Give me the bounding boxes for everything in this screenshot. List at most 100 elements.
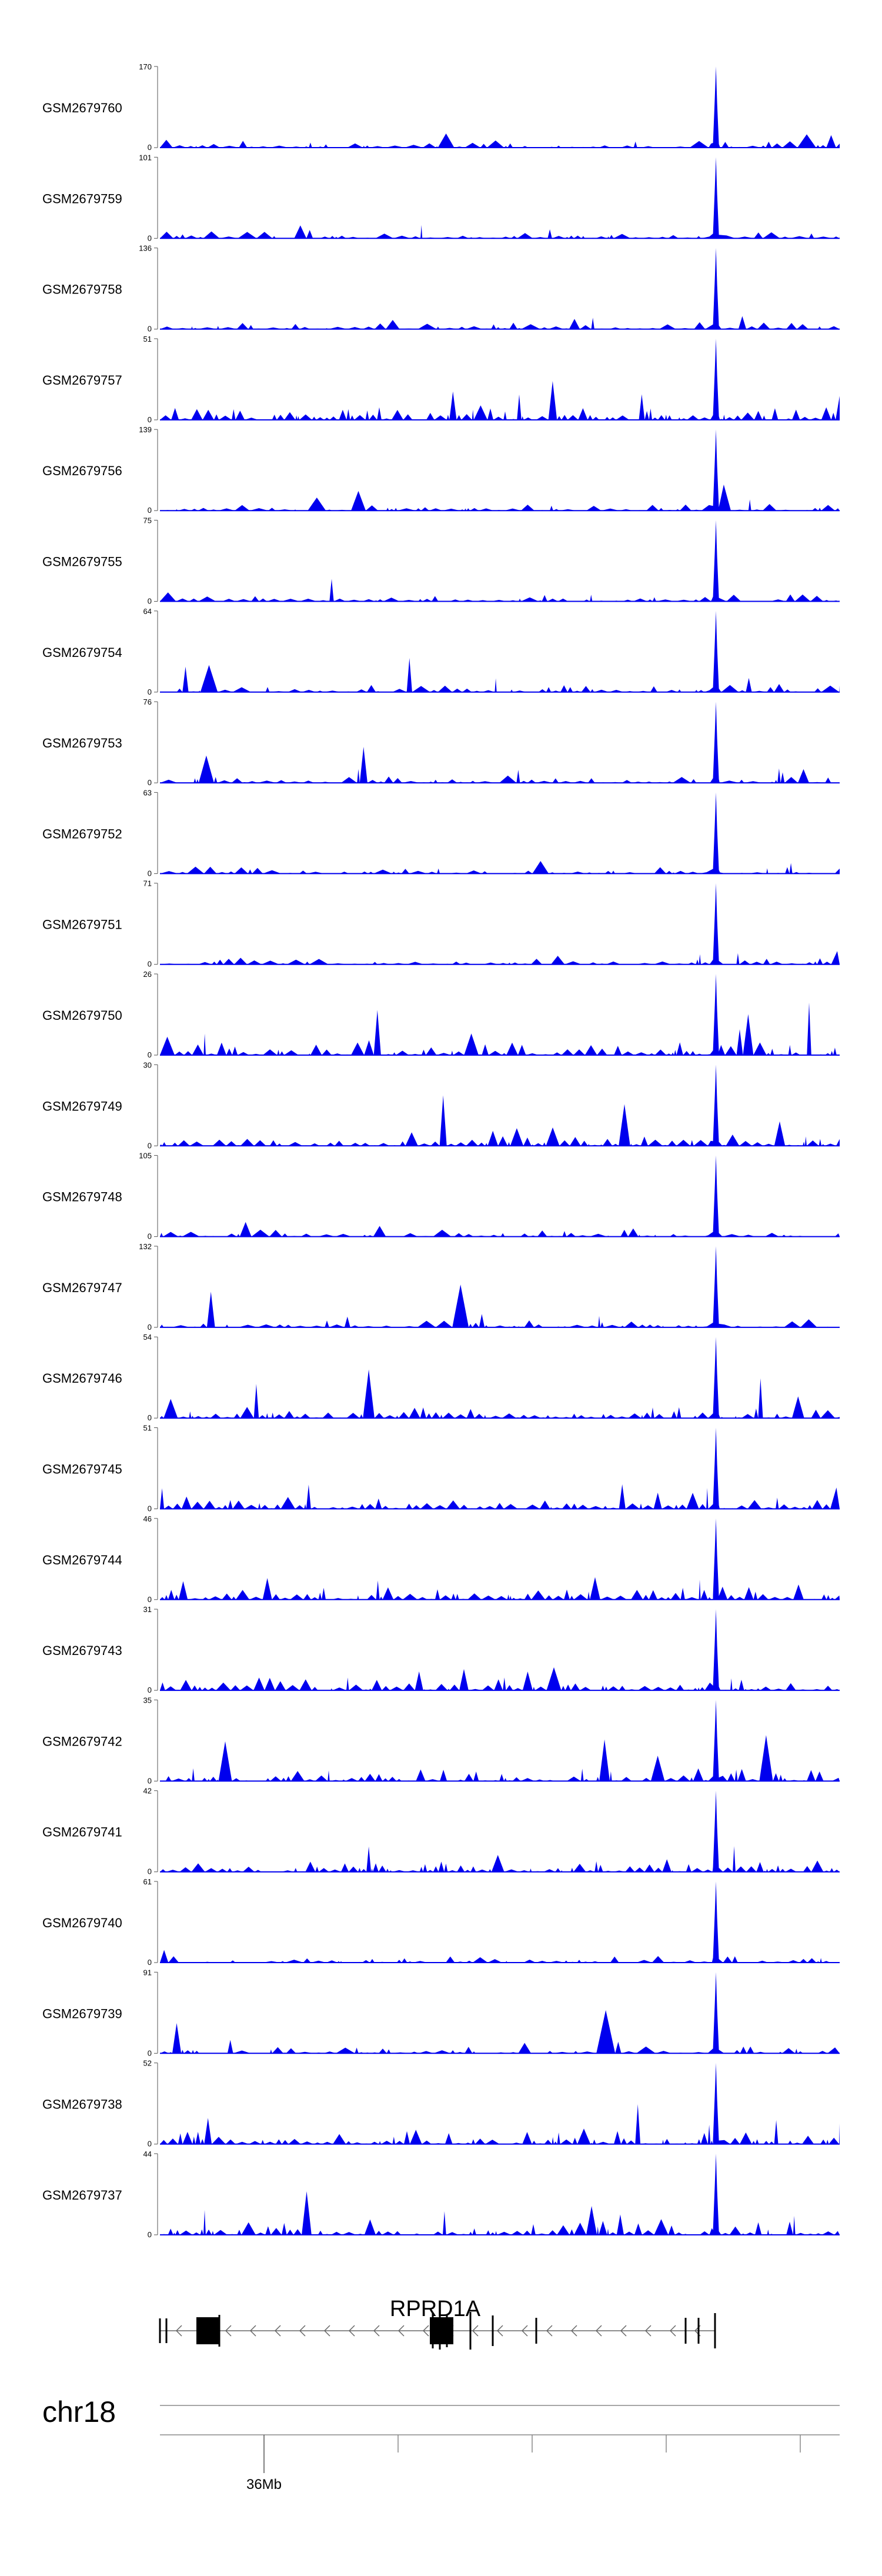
track-label: GSM2679754 — [42, 645, 122, 660]
signal-area — [160, 610, 840, 692]
y-max-tick-label: 52 — [143, 2059, 152, 2068]
strand-chevron — [644, 2325, 652, 2337]
y-max-tick-label: 51 — [143, 1424, 152, 1433]
strand-chevron — [496, 2325, 503, 2337]
track-GSM2679739: GSM2679739 91 0 — [42, 1968, 840, 2057]
y-max-tick-label: 46 — [143, 1514, 152, 1523]
y-min-tick-label: 0 — [148, 415, 152, 424]
strand-chevron — [422, 2325, 429, 2337]
strand-chevron — [620, 2325, 627, 2337]
track-GSM2679756: GSM2679756 139 0 — [42, 425, 840, 515]
signal-area — [160, 429, 840, 511]
y-max-tick-label: 91 — [143, 1968, 152, 1977]
track-GSM2679746: GSM2679746 54 0 — [42, 1333, 840, 1422]
signal-area — [160, 2153, 840, 2235]
y-max-tick-label: 170 — [139, 62, 152, 71]
y-max-tick-label: 76 — [143, 698, 152, 706]
track-label: GSM2679755 — [42, 555, 122, 569]
track-label: GSM2679750 — [42, 1008, 122, 1023]
track-label: GSM2679741 — [42, 1825, 122, 1840]
y-min-tick-label: 0 — [148, 2230, 152, 2239]
y-min-tick-label: 0 — [148, 2140, 152, 2148]
signal-area — [160, 883, 840, 965]
track-label: GSM2679746 — [42, 1371, 122, 1386]
track-label: GSM2679740 — [42, 1916, 122, 1930]
y-min-tick-label: 0 — [148, 233, 152, 242]
y-max-tick-label: 139 — [139, 425, 152, 434]
signal-area — [160, 1337, 840, 1419]
genome-coordinate-axis — [160, 2405, 840, 2473]
signal-area — [160, 1609, 840, 1691]
signal-area — [160, 1427, 840, 1509]
track-GSM2679742: GSM2679742 35 0 — [42, 1696, 840, 1785]
y-max-tick-label: 30 — [143, 1060, 152, 1069]
y-max-tick-label: 26 — [143, 970, 152, 979]
y-min-tick-label: 0 — [148, 1686, 152, 1694]
y-min-tick-label: 0 — [148, 506, 152, 515]
track-GSM2679740: GSM2679740 61 0 — [42, 1877, 840, 1967]
exon-block — [196, 2317, 220, 2344]
y-min-tick-label: 0 — [148, 869, 152, 877]
track-GSM2679752: GSM2679752 63 0 — [42, 788, 840, 877]
track-label: GSM2679758 — [42, 282, 122, 297]
strand-chevron — [397, 2325, 405, 2337]
y-min-tick-label: 0 — [148, 1050, 152, 1059]
y-max-tick-label: 75 — [143, 516, 152, 525]
signal-area — [160, 1972, 840, 2054]
y-min-tick-label: 0 — [148, 1595, 152, 1604]
gene-model-rprd1a: RPRD1A — [159, 2297, 716, 2350]
y-max-tick-label: 51 — [143, 335, 152, 343]
track-label: GSM2679748 — [42, 1190, 122, 1204]
signal-area — [160, 1700, 840, 1781]
track-GSM2679759: GSM2679759 101 0 — [42, 153, 840, 242]
signal-area — [160, 702, 840, 783]
track-GSM2679745: GSM2679745 51 0 — [42, 1424, 840, 1513]
signal-area — [160, 1518, 840, 1600]
signal-area — [160, 1881, 840, 1963]
track-label: GSM2679756 — [42, 463, 122, 478]
y-min-tick-label: 0 — [148, 960, 152, 969]
track-label: GSM2679739 — [42, 2006, 122, 2021]
track-GSM2679755: GSM2679755 75 0 — [42, 516, 840, 606]
track-GSM2679750: GSM2679750 26 0 — [42, 970, 840, 1059]
y-max-tick-label: 44 — [143, 2150, 152, 2158]
y-min-tick-label: 0 — [148, 1232, 152, 1241]
track-label: GSM2679738 — [42, 2097, 122, 2112]
signal-area — [160, 338, 840, 420]
exon-block — [430, 2317, 453, 2344]
y-min-tick-label: 0 — [148, 2048, 152, 2057]
y-min-tick-label: 0 — [148, 1413, 152, 1422]
signal-area — [160, 1155, 840, 1237]
strand-chevron — [595, 2325, 602, 2337]
y-max-tick-label: 136 — [139, 244, 152, 253]
track-label: GSM2679743 — [42, 1643, 122, 1658]
track-label: GSM2679749 — [42, 1099, 122, 1113]
chromosome-label: chr18 — [42, 2395, 116, 2428]
track-label: GSM2679757 — [42, 373, 122, 388]
signal-area — [160, 974, 840, 1055]
y-min-tick-label: 0 — [148, 1958, 152, 1967]
y-min-tick-label: 0 — [148, 1867, 152, 1876]
signal-area — [160, 157, 840, 239]
y-max-tick-label: 63 — [143, 788, 152, 797]
signal-area — [160, 1790, 840, 1872]
y-min-tick-label: 0 — [148, 1141, 152, 1150]
track-label: GSM2679759 — [42, 191, 122, 206]
signal-area — [160, 1246, 840, 1327]
track-GSM2679737: GSM2679737 44 0 — [42, 2150, 840, 2239]
track-GSM2679757: GSM2679757 51 0 — [42, 335, 840, 424]
strand-chevron — [472, 2325, 479, 2337]
y-max-tick-label: 61 — [143, 1877, 152, 1886]
chromosome-axis: chr18 36Mb — [42, 2395, 840, 2492]
track-GSM2679744: GSM2679744 46 0 — [42, 1514, 840, 1604]
track-GSM2679749: GSM2679749 30 0 — [42, 1060, 840, 1150]
strand-chevron — [521, 2325, 528, 2337]
y-min-tick-label: 0 — [148, 143, 152, 152]
y-max-tick-label: 31 — [143, 1605, 152, 1614]
y-min-tick-label: 0 — [148, 1504, 152, 1513]
gene-exon-structure — [159, 2312, 716, 2350]
track-GSM2679758: GSM2679758 136 0 — [42, 244, 840, 333]
y-max-tick-label: 105 — [139, 1152, 152, 1160]
track-label: GSM2679744 — [42, 1553, 122, 1567]
